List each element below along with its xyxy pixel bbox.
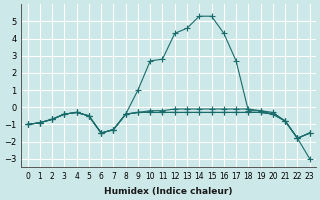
X-axis label: Humidex (Indice chaleur): Humidex (Indice chaleur) [104,187,233,196]
